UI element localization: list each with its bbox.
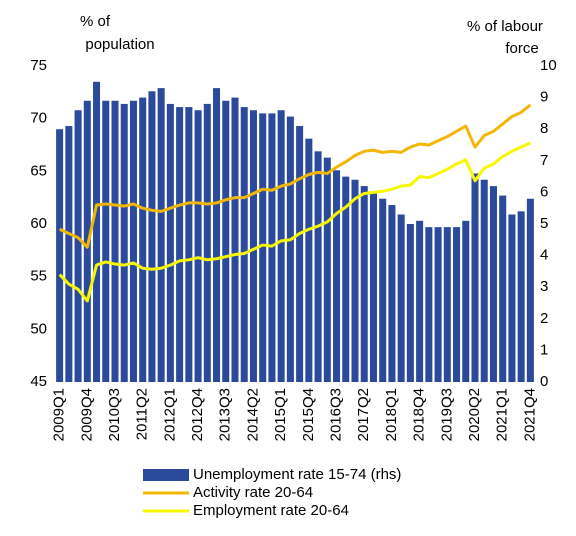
- bar: [443, 227, 451, 382]
- bar: [240, 107, 248, 382]
- y2-tick-label: 8: [540, 120, 548, 137]
- bar: [471, 173, 479, 382]
- y2-tick-label: 10: [540, 57, 557, 74]
- x-tick-label: 2020Q2: [466, 388, 483, 441]
- bar: [489, 186, 497, 382]
- x-tick-label: 2009Q4: [78, 388, 95, 441]
- bar: [333, 170, 341, 382]
- x-tick-label: 2013Q3: [217, 388, 234, 441]
- bar: [351, 179, 359, 382]
- bar: [425, 227, 433, 382]
- bar: [249, 110, 257, 383]
- x-tick-label: 2012Q1: [161, 388, 178, 441]
- y2-tick-label: 4: [540, 247, 548, 264]
- bar: [148, 91, 156, 382]
- bar: [434, 227, 442, 382]
- bar: [360, 186, 368, 382]
- bar: [342, 176, 350, 382]
- bar: [268, 113, 276, 383]
- y-tick-label: 55: [30, 268, 47, 285]
- bar: [222, 100, 230, 382]
- bar: [111, 100, 119, 382]
- bar: [102, 100, 110, 382]
- y2-tick-label: 2: [540, 310, 548, 327]
- y-tick-label: 75: [30, 57, 47, 74]
- bar: [296, 126, 304, 382]
- bar: [157, 88, 165, 383]
- bar: [213, 88, 221, 383]
- y-axis-label: % of: [80, 13, 111, 30]
- x-tick-label: 2021Q4: [521, 388, 538, 441]
- bar: [416, 220, 424, 382]
- bar: [277, 110, 285, 383]
- bar: [499, 195, 507, 382]
- bar: [517, 211, 525, 382]
- bar: [166, 103, 174, 383]
- x-tick-label: 2015Q4: [300, 388, 317, 441]
- bar: [397, 214, 405, 382]
- bar: [185, 107, 193, 382]
- bar: [508, 214, 516, 382]
- x-tick-label: 2015Q1: [272, 388, 289, 441]
- y2-axis-label: % of labour: [467, 18, 543, 35]
- bar: [56, 129, 64, 382]
- bar: [286, 116, 294, 382]
- bar: [388, 205, 396, 382]
- line: [58, 103, 532, 249]
- y2-axis-label: force: [505, 40, 538, 57]
- bar: [194, 110, 202, 383]
- y2-tick-label: 5: [540, 215, 548, 232]
- x-tick-label: 2019Q3: [438, 388, 455, 441]
- x-tick-label: 2010Q3: [106, 388, 123, 441]
- y2-tick-label: 7: [540, 152, 548, 169]
- line: [58, 141, 532, 303]
- bar: [462, 220, 470, 382]
- legend-swatch: [143, 469, 189, 481]
- bar: [259, 113, 267, 383]
- y-tick-label: 50: [30, 320, 47, 337]
- bar: [480, 179, 488, 382]
- bar: [453, 227, 461, 382]
- y2-tick-label: 6: [540, 183, 548, 200]
- x-tick-label: 2009Q1: [51, 388, 68, 441]
- x-tick-label: 2011Q2: [134, 388, 151, 440]
- bar: [139, 97, 147, 382]
- x-tick-label: 2017Q2: [355, 388, 372, 441]
- bar: [176, 107, 184, 382]
- x-tick-label: 2018Q1: [383, 388, 400, 441]
- bar: [369, 192, 377, 382]
- y-tick-label: 65: [30, 162, 47, 179]
- y-axis-label: population: [85, 36, 154, 53]
- y-tick-label: 45: [30, 373, 47, 390]
- bar: [129, 100, 137, 382]
- bar: [323, 157, 331, 382]
- bar: [406, 224, 414, 382]
- legend-label: Activity rate 20-64: [193, 484, 313, 501]
- bar: [74, 110, 82, 383]
- x-tick-label: 2012Q4: [189, 388, 206, 441]
- bar: [526, 198, 534, 382]
- y2-tick-label: 0: [540, 373, 548, 390]
- x-tick-label: 2014Q2: [244, 388, 261, 441]
- bar: [305, 138, 313, 382]
- y-tick-label: 60: [30, 215, 47, 232]
- bar: [120, 103, 128, 383]
- bar: [379, 198, 387, 382]
- bar: [93, 81, 101, 383]
- legend-label: Employment rate 20-64: [193, 502, 349, 519]
- x-tick-label: 2016Q3: [328, 388, 345, 441]
- y2-tick-label: 3: [540, 278, 548, 295]
- x-tick-label: 2018Q4: [411, 388, 428, 441]
- bar: [65, 126, 73, 382]
- bar: [203, 103, 211, 383]
- bar: [314, 151, 322, 382]
- y2-tick-label: 1: [540, 341, 548, 358]
- legend-label: Unemployment rate 15-74 (rhs): [193, 466, 401, 483]
- x-tick-label: 2021Q1: [494, 388, 511, 441]
- bar: [231, 97, 239, 382]
- y2-tick-label: 9: [540, 89, 548, 106]
- y-tick-label: 70: [30, 110, 47, 127]
